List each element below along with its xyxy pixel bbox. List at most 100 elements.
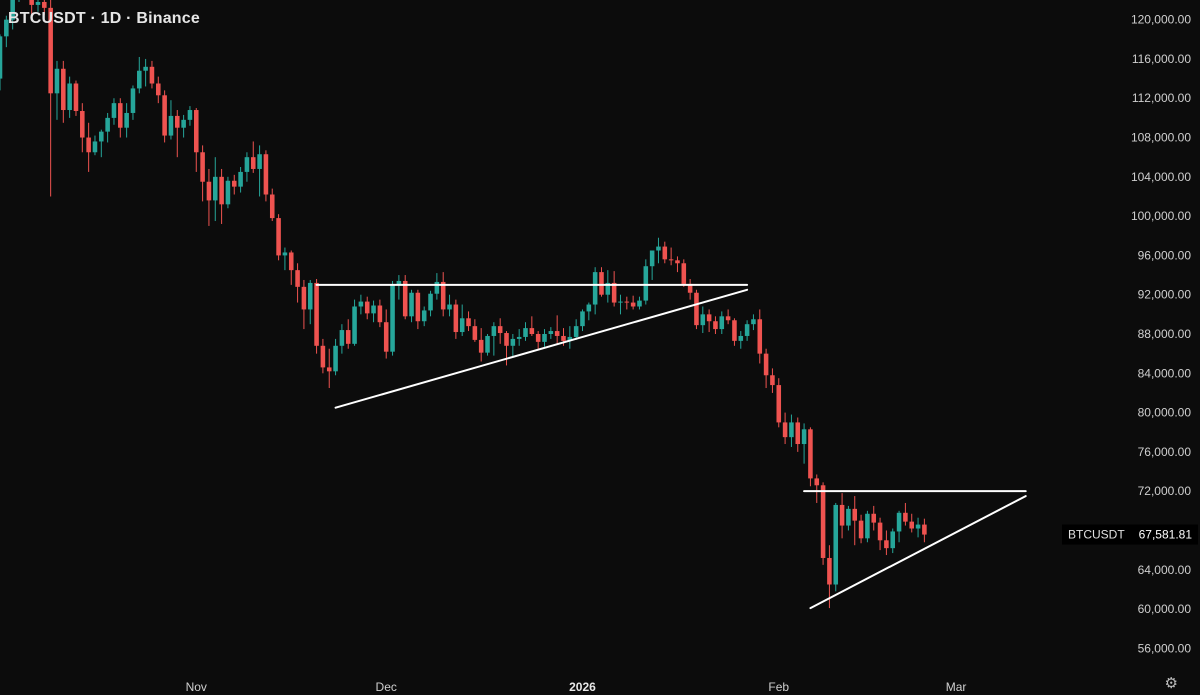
candle-body <box>618 301 623 303</box>
candle-body <box>92 141 98 153</box>
candle <box>497 318 503 344</box>
x-tick-label: 2026 <box>569 680 596 694</box>
candle <box>833 502 839 592</box>
candle-body <box>592 272 598 305</box>
candle-body <box>561 335 566 341</box>
candle <box>352 299 357 346</box>
candle-body <box>307 282 313 310</box>
candle <box>871 505 877 531</box>
candle-body <box>827 557 832 585</box>
candle <box>364 296 370 320</box>
candle-body <box>922 524 927 535</box>
candle <box>852 496 858 546</box>
candle <box>238 167 243 193</box>
candle-body <box>903 512 908 522</box>
candle <box>751 314 756 331</box>
candle-body <box>884 540 889 549</box>
y-tick-label: 64,000.00 <box>1138 563 1192 577</box>
candle <box>770 368 775 393</box>
candle-body <box>447 304 452 310</box>
candle <box>757 309 763 364</box>
y-tick-label: 108,000.00 <box>1131 131 1191 145</box>
candle <box>890 528 896 554</box>
candle <box>580 309 585 332</box>
y-tick-label: 96,000.00 <box>1138 248 1192 262</box>
time-axis[interactable]: Nov Dec 2026 Feb Mar <box>186 680 967 694</box>
candle <box>212 157 218 222</box>
candle-body <box>719 316 725 330</box>
price-axis[interactable]: 56,000.0060,000.0064,000.0068,000.0072,0… <box>1131 13 1191 656</box>
candle-body <box>523 328 528 337</box>
candle <box>649 250 655 280</box>
candle <box>523 322 528 341</box>
candle <box>187 106 193 126</box>
candle-body <box>269 194 275 219</box>
candle-body <box>383 322 389 352</box>
candle <box>719 311 725 334</box>
candle-body <box>706 314 712 322</box>
candle-body <box>54 68 60 94</box>
candle-body <box>61 68 66 111</box>
candle <box>776 378 782 428</box>
candle <box>447 294 452 317</box>
candle <box>592 267 598 315</box>
last-price-tag-background <box>1062 524 1198 545</box>
y-tick-label: 88,000.00 <box>1138 327 1192 341</box>
candle-body <box>377 305 383 323</box>
candle-body <box>725 316 731 321</box>
candle <box>4 15 9 48</box>
candle <box>459 304 465 336</box>
candle-body <box>137 70 142 89</box>
gear-icon[interactable]: ⚙ <box>1164 675 1178 692</box>
candle-body <box>301 286 307 310</box>
candle-body <box>896 512 902 532</box>
candle <box>611 271 617 307</box>
candle <box>744 320 750 341</box>
y-tick-label: 92,000.00 <box>1138 288 1192 302</box>
candle-body <box>440 281 446 310</box>
candle <box>168 100 174 140</box>
candle-body <box>656 246 661 251</box>
candle <box>288 250 294 285</box>
last-price-tag-label: BTCUSDT <box>1068 528 1125 542</box>
candle-body <box>573 326 579 337</box>
candle-body <box>858 520 864 539</box>
candle <box>548 327 554 339</box>
candle <box>630 295 636 310</box>
trendline-support-1 <box>334 288 749 409</box>
candle-body <box>814 478 820 486</box>
candle-body <box>421 310 427 322</box>
candle-body <box>10 0 15 20</box>
candle <box>846 505 851 531</box>
candle-body <box>839 504 845 526</box>
candle-body <box>193 110 199 153</box>
candle <box>149 60 155 89</box>
candle <box>80 103 85 153</box>
candle <box>808 427 813 487</box>
candle-body <box>852 508 858 521</box>
candle <box>402 275 408 320</box>
candle <box>466 311 471 332</box>
candle <box>219 168 224 224</box>
candle-body <box>99 131 104 142</box>
candle <box>795 417 801 452</box>
candle <box>295 263 300 303</box>
candle-body <box>80 111 85 138</box>
trendlines-layer <box>315 283 1027 610</box>
candle-body <box>244 157 250 172</box>
candle <box>814 474 820 503</box>
candle-body <box>459 318 465 333</box>
candle-body <box>352 306 357 344</box>
candle <box>61 60 66 123</box>
candle <box>377 299 383 328</box>
candle <box>200 145 205 202</box>
candle-body <box>42 1 47 8</box>
y-tick-label: 112,000.00 <box>1132 91 1191 105</box>
candle <box>339 324 345 354</box>
candle <box>516 329 522 346</box>
candle <box>130 85 136 120</box>
candle <box>269 188 275 222</box>
candle <box>428 290 433 317</box>
